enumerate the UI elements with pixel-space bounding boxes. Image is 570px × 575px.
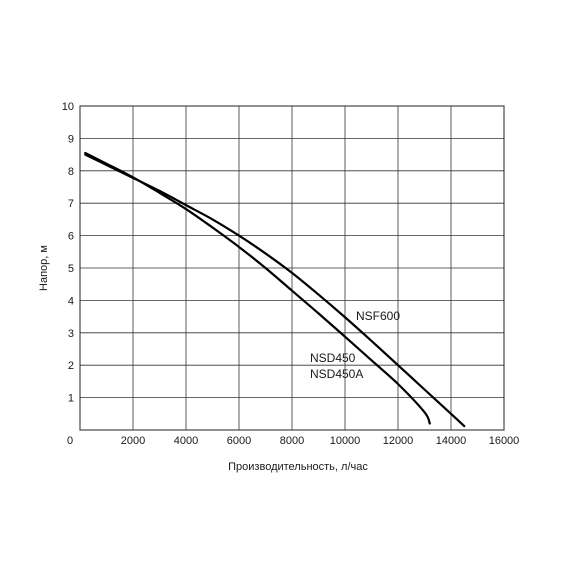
x-tick-label: 0	[67, 435, 73, 447]
series-label-line: NSF600	[356, 309, 400, 323]
x-tick-label: 2000	[121, 435, 145, 447]
y-tick-label: 6	[68, 231, 74, 243]
series-label-line: NSD450	[310, 351, 356, 365]
x-tick-label: 16000	[489, 435, 520, 447]
x-tick-label: 6000	[227, 435, 251, 447]
plot-frame	[79, 105, 505, 431]
y-tick-label: 5	[68, 263, 74, 275]
y-axis-label: Напор, м	[38, 245, 50, 291]
x-tick-label: 14000	[436, 435, 467, 447]
y-tick-labels: 1 2 3 4 5 6 7 8 9 10	[62, 101, 74, 405]
x-tick-label: 12000	[383, 435, 414, 447]
y-tick-label: 3	[68, 328, 74, 340]
grid-lines	[80, 106, 504, 430]
x-tick-label: 4000	[174, 435, 198, 447]
y-tick-label: 4	[68, 295, 74, 307]
series-lines	[84, 151, 466, 428]
series-labels: NSF600 NSD450 NSD450A	[310, 309, 400, 381]
series-label-line: NSD450A	[310, 367, 363, 381]
y-tick-label: 7	[68, 198, 74, 210]
y-tick-label: 9	[68, 133, 74, 145]
x-tick-label: 10000	[330, 435, 361, 447]
y-tick-label: 1	[68, 393, 74, 405]
x-axis-label: Производительность, л/час	[228, 461, 368, 473]
x-tick-label: 8000	[280, 435, 304, 447]
y-tick-label: 8	[68, 166, 74, 178]
series-line-nsd450	[84, 151, 431, 425]
y-tick-label: 2	[68, 360, 74, 372]
series-label-nsf600: NSF600	[356, 309, 400, 323]
y-tick-label: 10	[62, 101, 74, 113]
x-tick-labels: 0 2000 4000 6000 8000 10000 12000 14000 16000	[67, 435, 519, 447]
series-label-nsd450: NSD450 NSD450A	[310, 351, 363, 381]
